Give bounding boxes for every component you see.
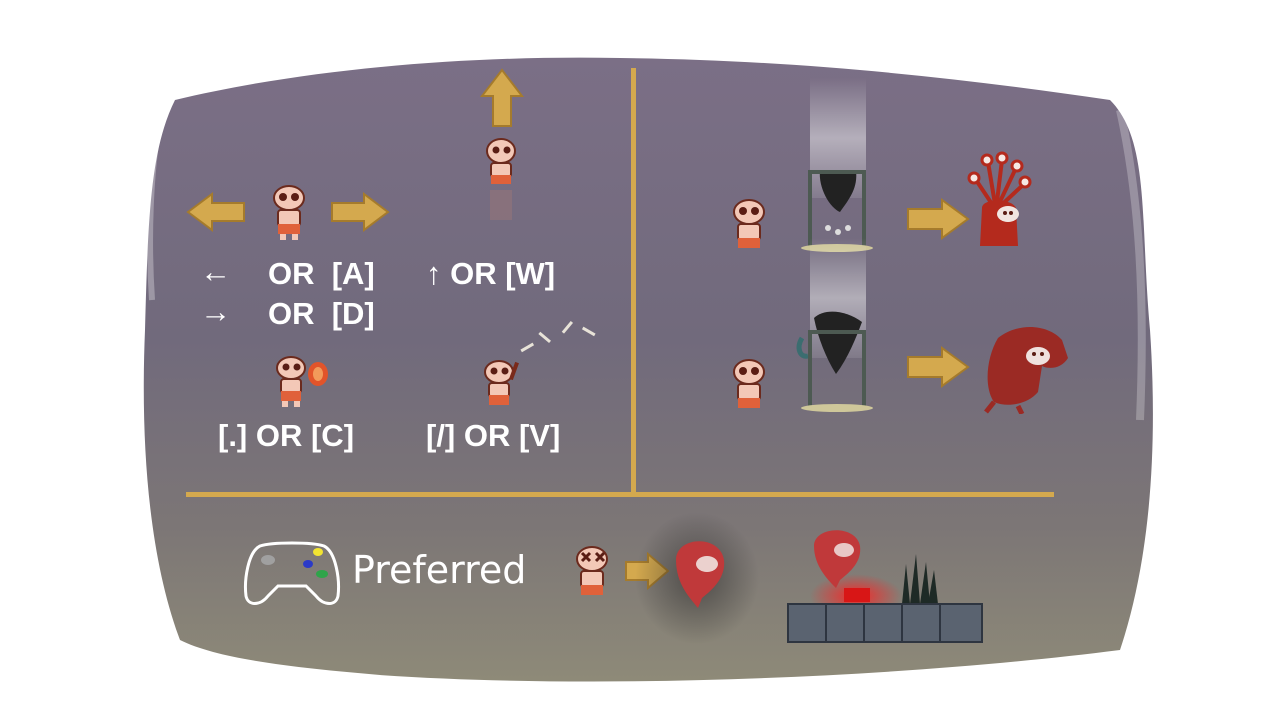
ghost-platform-scene xyxy=(787,530,983,643)
attack-skeleton-icon xyxy=(276,356,328,407)
red-many-eyed-monster-icon xyxy=(967,151,1032,246)
transform-pod-icon xyxy=(801,78,873,252)
jump-label: ↑ OR [W] xyxy=(426,256,556,291)
move-left-alt-label: OR [A] xyxy=(268,256,375,291)
move-left-key-label: ← xyxy=(200,254,231,289)
dead-skeleton-icon xyxy=(576,546,608,595)
skeleton-player-icon xyxy=(733,199,765,248)
gamepad-icon xyxy=(244,541,340,605)
move-right-alt-label: OR [D] xyxy=(268,296,375,331)
skeleton-player-icon xyxy=(733,359,765,408)
transform-pod-icon xyxy=(796,238,873,412)
gamepad-preferred-label: Preferred xyxy=(352,548,527,592)
throw-label: [/] OR [V] xyxy=(426,418,561,453)
red-ghost-icon xyxy=(635,512,759,644)
left-arrow-icon xyxy=(186,192,245,232)
attack-label: [.] OR [C] xyxy=(218,418,355,453)
throw-skeleton-icon xyxy=(484,320,596,405)
right-arrow-icon xyxy=(907,346,970,388)
up-arrow-icon xyxy=(480,68,524,127)
skeleton-player-icon xyxy=(273,185,305,240)
right-arrow-icon xyxy=(331,192,390,232)
jumping-skeleton-icon xyxy=(486,138,516,220)
red-wolf-beast-icon xyxy=(984,326,1068,414)
move-right-key-label: → xyxy=(200,294,231,329)
right-arrow-icon xyxy=(907,198,970,240)
